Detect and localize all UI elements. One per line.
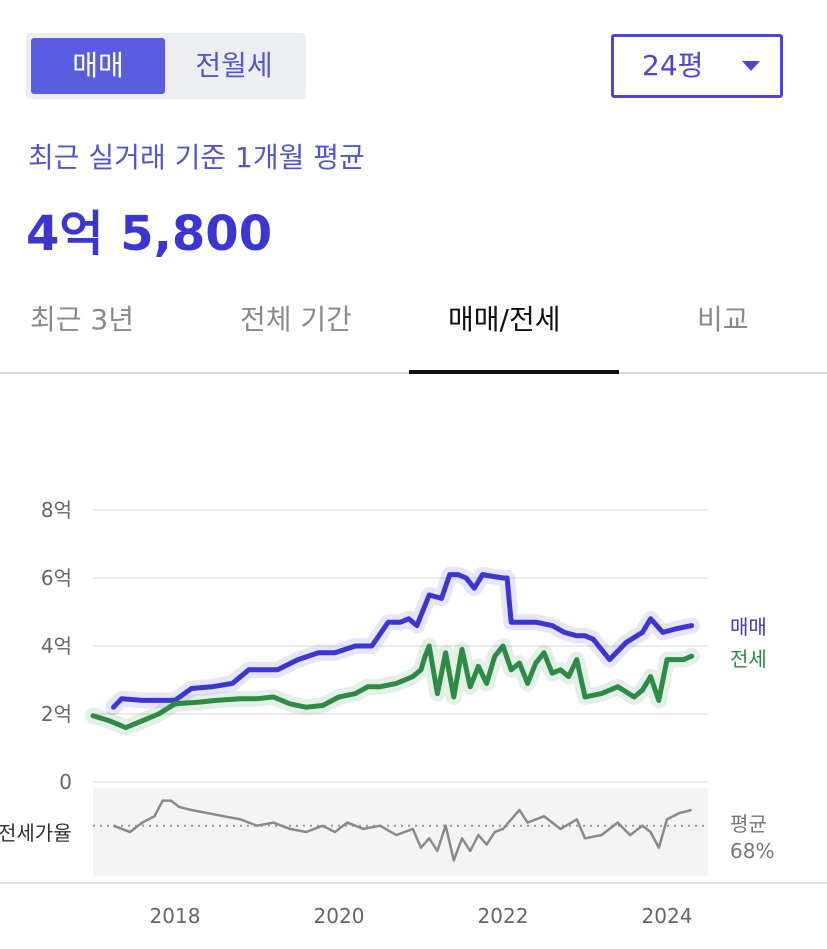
price-basis-label: 최근 실거래 기준 1개월 평균 bbox=[28, 141, 365, 174]
x-tick-label: 2020 bbox=[314, 904, 365, 928]
rent-toggle-button[interactable]: 전월세 bbox=[195, 49, 273, 82]
caret-down-icon bbox=[742, 61, 760, 71]
deal-type-toggle: 매매 전월세 bbox=[26, 33, 306, 99]
x-tick-label: 2018 bbox=[150, 904, 201, 928]
y-tick-label: 6억 bbox=[41, 566, 72, 590]
tab-sale-jeonse[interactable]: 매매/전세 bbox=[448, 303, 561, 336]
jeonse-series-label: 전세 bbox=[730, 647, 767, 671]
size-select[interactable]: 24평 bbox=[611, 34, 783, 98]
jeonse-series-line bbox=[90, 643, 695, 731]
y-tick-label: 0 bbox=[59, 770, 72, 794]
chart-bottom-divider bbox=[0, 882, 827, 884]
tab-compare[interactable]: 비교 bbox=[697, 303, 749, 336]
sale-series-label: 매매 bbox=[730, 615, 767, 639]
tab-all-period[interactable]: 전체 기간 bbox=[240, 303, 352, 336]
size-select-value: 24평 bbox=[642, 49, 704, 82]
ratio-series-line bbox=[113, 799, 692, 862]
ratio-average-label: 평균 bbox=[730, 812, 767, 836]
tab-recent-3-years[interactable]: 최근 3년 bbox=[30, 303, 134, 336]
y-tick-label: 2억 bbox=[41, 702, 72, 726]
x-tick-label: 2024 bbox=[642, 904, 693, 928]
y-tick-label: 4억 bbox=[41, 634, 72, 658]
sale-series-line bbox=[111, 572, 695, 710]
average-price: 4억 5,800 bbox=[26, 206, 273, 262]
ratio-panel-background bbox=[93, 788, 708, 876]
ratio-panel-label: 전세가율 bbox=[0, 821, 72, 845]
active-tab-indicator bbox=[409, 370, 619, 374]
period-tabs: 최근 3년 전체 기간 매매/전세 비교 bbox=[0, 280, 827, 374]
sale-toggle-button[interactable]: 매매 bbox=[31, 38, 165, 94]
ratio-average-value: 68% bbox=[730, 839, 774, 863]
y-tick-label: 8억 bbox=[41, 498, 72, 522]
x-tick-label: 2022 bbox=[478, 904, 529, 928]
